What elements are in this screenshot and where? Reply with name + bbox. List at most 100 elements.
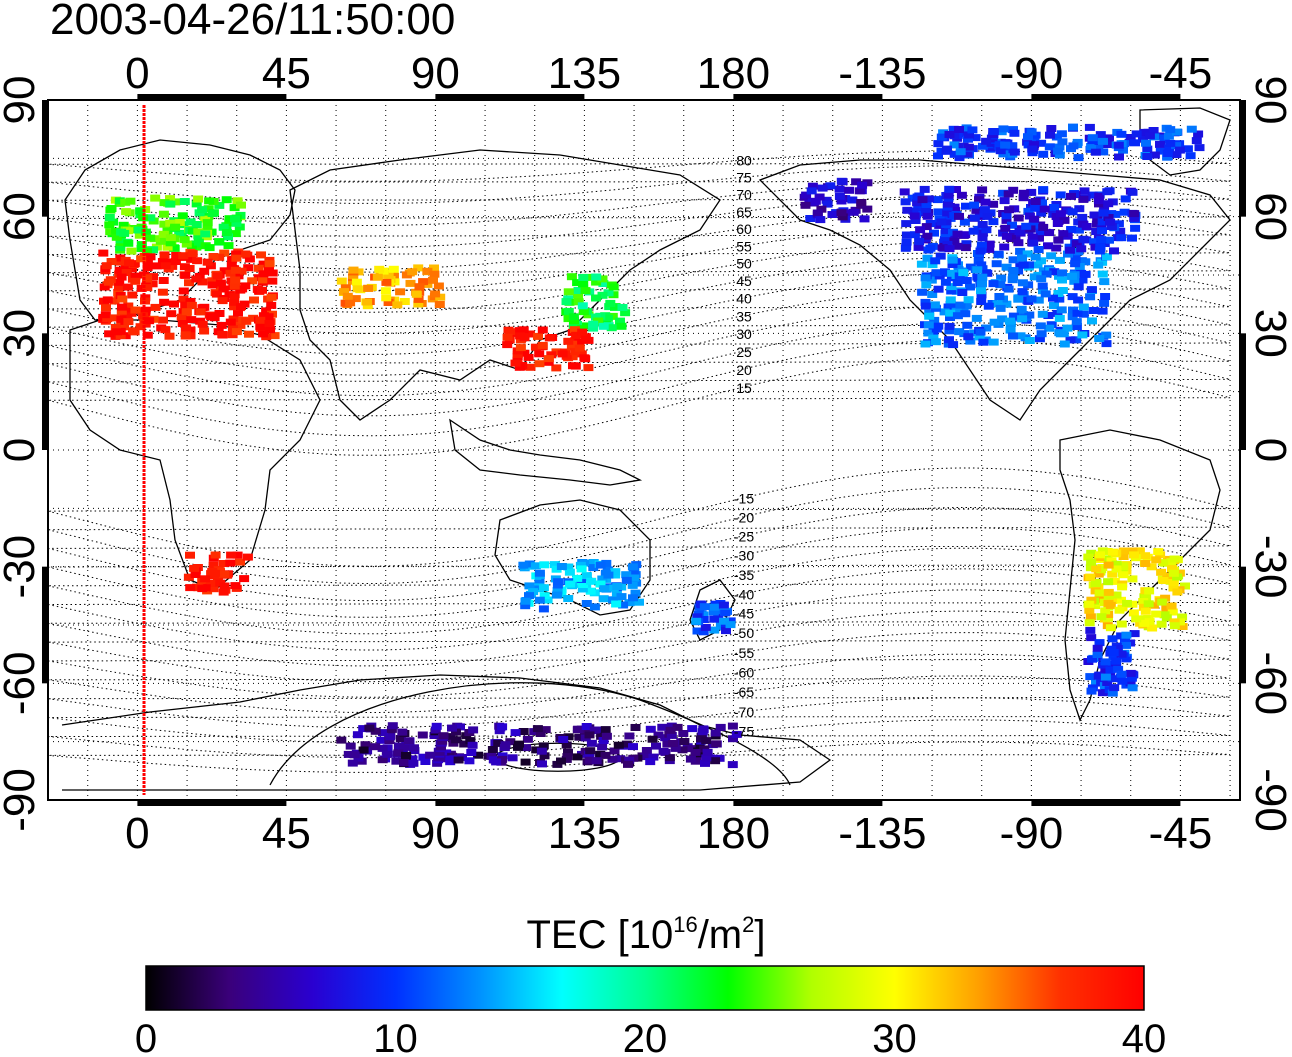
tec-pixel [1091,228,1102,235]
tec-pixel [572,753,583,761]
tec-pixel [1037,282,1048,290]
tec-pixel [117,303,127,311]
tec-pixel [466,749,477,756]
tec-pixel [202,219,213,227]
tec-pixel [806,187,817,195]
tec-pixel [710,729,721,737]
magnetic-latitude-label: 50 [736,256,752,272]
tec-pixel [109,314,120,322]
tec-pixel [577,585,588,593]
tec-pixel [114,197,125,205]
tec-pixel [370,743,381,751]
tec-pixel [221,196,232,204]
tec-pixel [1095,243,1106,251]
tec-pixel [1143,600,1154,608]
tec-pixel [264,320,275,327]
tec-pixel [929,229,939,237]
tec-pixel [422,267,433,275]
tec-pixel [192,257,203,265]
tec-pixel [561,741,572,749]
tec-pixel [961,302,972,310]
tec-pixel [218,223,229,231]
tec-pixel [241,317,252,325]
tec-pixel [1067,272,1077,280]
tec-pixel [502,333,513,341]
latitude-label-right: 90 [1246,76,1292,125]
tec-pixel [909,212,920,220]
tec-pixel [487,746,498,753]
tec-pixel [135,207,146,215]
tec-pixel [122,312,133,320]
tec-pixel [610,568,621,576]
tec-pixel [431,722,442,730]
tec-pixel [1108,653,1119,661]
tec-pixel [977,186,988,194]
tec-pixel [965,283,975,291]
tec-pixel [1131,130,1142,138]
frame-tick-right [1240,333,1246,450]
tec-pixel [920,302,931,310]
tec-pixel [145,234,156,242]
tec-pixel [169,300,179,308]
tec-pixel [1097,218,1108,226]
tec-pixel [145,214,156,222]
tec-pixel [352,285,363,293]
tec-pixel [413,295,424,303]
tec-pixel [336,736,347,744]
tec-pixel [1100,293,1111,300]
tec-pixel [1087,655,1097,663]
tec-pixel [969,201,980,209]
tec-pixel [607,755,618,763]
tec-pixel [912,199,923,207]
colorbar-title-unit: /m [698,913,742,957]
tec-pixel [507,754,518,762]
tec-pixel [948,341,959,349]
tec-pixel [180,301,191,309]
tec-pixel [1049,268,1060,276]
tec-pixel [159,298,170,306]
tec-pixel [413,264,424,272]
tec-pixel [919,185,930,193]
tec-pixel [432,759,443,767]
tec-pixel [634,598,644,606]
magnetic-latitude-contour [47,305,1231,397]
tec-pixel [591,294,601,302]
tec-pixel [1125,134,1136,141]
tec-pixel [240,250,251,258]
tec-pixel [1155,147,1166,155]
tec-pixel [970,134,981,142]
tec-pixel [1087,134,1098,142]
tec-pixel [384,737,395,744]
tec-pixel [185,218,196,226]
tec-pixel [1084,600,1095,608]
tec-pixel [1028,239,1039,247]
tec-pixel [542,596,553,604]
tec-pixel [524,582,535,590]
tec-pixel [530,343,541,351]
right-latitude-labels: 90 60 30 0 -30 -60 -90 [1246,76,1292,832]
tec-pixel [1138,598,1149,605]
tec-pixel [1103,588,1114,596]
tec-pixel [1120,636,1130,644]
tec-pixel [627,563,638,571]
tec-pixel [630,589,641,597]
tec-pixel [1014,228,1025,235]
tec-pixel [538,584,549,592]
tec-pixel [230,266,241,274]
tec-pixel [1115,227,1126,235]
tec-pixel [964,131,974,139]
tec-pixel [727,761,738,769]
tec-pixel [578,280,589,288]
tec-pixel [235,321,246,329]
tec-pixel [958,269,969,277]
tec-pixel [708,608,719,616]
tec-pixel [591,278,602,286]
tec-pixel [933,140,944,148]
tec-pixel [209,314,220,322]
magnetic-latitude-label: 20 [736,362,752,378]
magnetic-latitude-contour [47,568,1231,651]
tec-pixel [147,280,158,288]
tec-pixel [468,726,479,734]
tec-pixel [1065,246,1075,254]
tec-pixel [1098,209,1109,217]
